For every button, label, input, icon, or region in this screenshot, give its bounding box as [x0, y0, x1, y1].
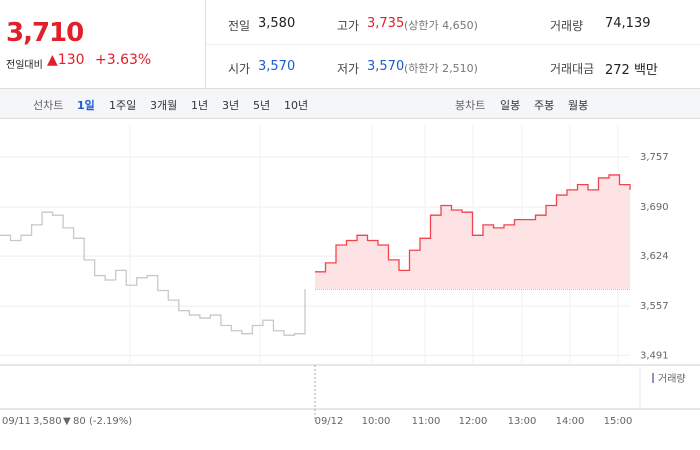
stat-label: 거래대금 — [550, 62, 595, 76]
price-line — [315, 174, 631, 273]
stat-value: 3,570 — [367, 59, 405, 74]
change-value: 130 — [57, 52, 85, 68]
stat-value: 74,139 — [605, 16, 651, 31]
stat-value: 272 백만 — [605, 63, 658, 78]
period-tab[interactable]: 3년 — [222, 99, 240, 112]
change: ▲130 — [47, 52, 85, 68]
y-tick-label: 3,690 — [640, 202, 669, 213]
stat-label: 저가 — [337, 62, 360, 76]
change-label: 전일대비 — [6, 60, 43, 71]
stat-value: 3,735 — [367, 16, 405, 31]
x-tick-label: 09/12 — [315, 416, 344, 427]
tab-bar: 선차트 봉차트 1일 1주일 3개월 1년 3년 5년 10년 일봉 주봉 월봉 — [0, 89, 700, 119]
candle-tab[interactable]: 일봉 — [500, 99, 521, 112]
stat-label: 고가 — [337, 19, 360, 33]
tab-label: 봉차트 — [455, 99, 486, 112]
x-tick-label: 14:00 — [556, 416, 585, 427]
stat-label: 전일 — [228, 19, 251, 33]
y-tick-label: 3,624 — [640, 251, 669, 262]
period-tab[interactable]: 1년 — [191, 99, 209, 112]
stat-value: 3,580 — [258, 16, 296, 31]
header: 3,710 전일대비 ▲130 +3.63% 전일 3,580 고가 3,735 (상한… — [0, 0, 700, 89]
candle-tab[interactable]: 월봉 — [568, 99, 589, 112]
x-tick-label: 13:00 — [508, 416, 537, 427]
prev-change: 80 — [73, 416, 86, 427]
stat-label: 시가 — [228, 62, 251, 76]
prev-date: 09/11 — [2, 416, 31, 427]
candle-tab[interactable]: 주봉 — [534, 99, 555, 112]
period-tab[interactable]: 1주일 — [109, 99, 137, 112]
stat-value: 3,570 — [258, 59, 296, 74]
period-tab[interactable]: 10년 — [284, 99, 309, 112]
period-tab[interactable]: 3개월 — [150, 99, 178, 112]
period-tab[interactable]: 1일 — [77, 99, 95, 112]
legend: 거래량 — [658, 373, 686, 385]
x-tick-label: 15:00 — [604, 416, 633, 427]
stat-note: (하한가 2,510) — [404, 62, 478, 75]
price: 3,710 — [6, 18, 84, 48]
prev-pct: (-2.19%) — [89, 416, 132, 427]
price-line — [0, 211, 306, 336]
y-tick-label: 3,757 — [640, 152, 669, 163]
x-tick-label: 10:00 — [362, 416, 391, 427]
y-tick-label: 3,491 — [640, 350, 669, 361]
stat-label: 거래량 — [550, 19, 584, 33]
prev-close: 3,580 — [33, 416, 62, 427]
change-pct: +3.63% — [95, 52, 152, 68]
prev-change-icon: ▼ — [63, 416, 71, 427]
tab-label: 선차트 — [33, 99, 64, 112]
y-tick-label: 3,557 — [640, 301, 669, 312]
divider — [205, 0, 206, 88]
stat-note: (상한가 4,650) — [404, 19, 478, 32]
x-tick-label: 11:00 — [412, 416, 441, 427]
divider — [206, 44, 700, 45]
x-tick-label: 12:00 — [459, 416, 488, 427]
period-tab[interactable]: 5년 — [253, 99, 271, 112]
